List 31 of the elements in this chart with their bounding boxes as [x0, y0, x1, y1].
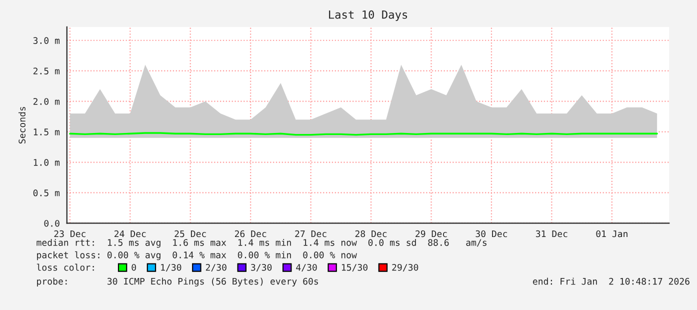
- x-tick-label: 24 Dec: [114, 230, 146, 238]
- legend-label: 1/30: [161, 264, 182, 272]
- y-tick-label: 2.5 m: [33, 68, 60, 74]
- text: probe: 30 ICMP Echo Pings (56 Bytes) every 60s: [37, 278, 318, 286]
- x-tick-label: 28 Dec: [355, 230, 387, 238]
- legend-label: 2/30: [206, 264, 226, 272]
- x-tick-label: 01 Jan: [596, 230, 628, 238]
- y-tick-label: 0.5 m: [33, 189, 60, 196]
- x-tick-label: 30 Dec: [476, 230, 508, 238]
- legend-label: 15/30: [342, 264, 368, 272]
- y-tick-label: 3.0 m: [33, 37, 60, 44]
- y-tick-label: 1.5 m: [34, 128, 60, 136]
- x-tick-label: 25 Dec: [174, 230, 206, 238]
- y-tick-label: 0.0: [44, 220, 60, 227]
- text: end: Fri Jan 2 10:48:17 2026: [532, 278, 690, 285]
- x-tick-label: 31 Dec: [536, 230, 568, 238]
- text: median rtt: 1.5 ms avg 1.6 ms max 1.4 ms min 1.4 ms now 0.0 ms sd 88.6 am/s: [36, 238, 486, 248]
- x-tick-label: 23 Dec: [54, 230, 86, 238]
- y-tick-label: 1.0 m: [34, 159, 60, 166]
- legend-label: 0: [132, 264, 136, 271]
- x-tick-label: 26 Dec: [234, 230, 266, 238]
- x-tick-label: 29 Dec: [416, 230, 447, 238]
- legend-label: 3/30: [251, 264, 272, 272]
- y-axis-title: Seconds: [18, 106, 26, 144]
- x-tick-label: 27 Dec: [295, 230, 326, 238]
- y-tick-label: 2.0 m: [33, 98, 60, 105]
- text: packet loss: 0.00 % avg 0.14 % max 0.00 % min 0.00 % now: [37, 251, 357, 260]
- legend-label: 4/30: [296, 264, 317, 272]
- chart-title: Last 10 Days: [329, 10, 408, 21]
- legend-label: 29/30: [392, 264, 418, 272]
- legend-title: loss color:: [36, 264, 94, 271]
